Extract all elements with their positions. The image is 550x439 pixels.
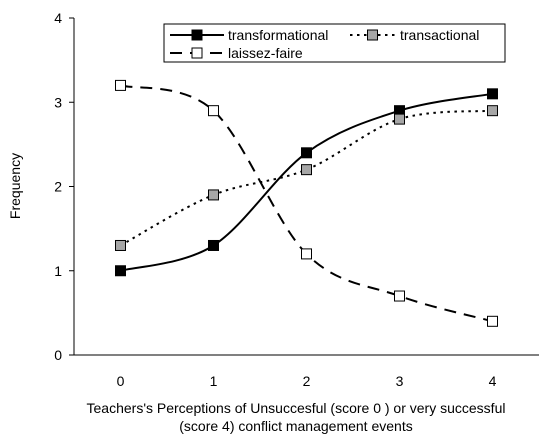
data-point-transactional xyxy=(394,113,405,125)
y-ticks: 0 1 2 3 4 xyxy=(54,10,74,363)
axes xyxy=(73,18,539,356)
data-point-transactional xyxy=(301,164,312,176)
legend-label-laissez-faire: laissez-faire xyxy=(228,45,303,61)
x-tick-label: 4 xyxy=(489,373,497,389)
y-tick-label: 0 xyxy=(54,347,62,363)
data-point-laissez-faire xyxy=(301,248,312,260)
series-markers xyxy=(115,79,498,327)
series-lines xyxy=(120,84,493,323)
series-line-laissez-faire xyxy=(120,84,493,323)
x-axis-label-line-2: (score 4) conflict management events xyxy=(179,418,412,434)
data-point-transformational xyxy=(115,265,126,277)
x-tick-label: 1 xyxy=(210,373,218,389)
data-point-laissez-faire xyxy=(208,105,219,117)
legend-marker-laissez-faire xyxy=(191,47,203,59)
legend-label-transactional: transactional xyxy=(400,27,479,43)
legend-box xyxy=(163,23,506,63)
series-line-transformational xyxy=(120,92,493,272)
legend-marker-transformational xyxy=(191,29,203,41)
legend: transformational transactional laissez-fai… xyxy=(163,23,506,63)
legend-label-transformational: transformational xyxy=(228,27,328,43)
y-axis-label: Frequency xyxy=(7,153,23,219)
data-point-transactional xyxy=(115,239,126,251)
y-tick-label: 4 xyxy=(54,10,62,26)
data-point-laissez-faire xyxy=(115,79,126,91)
y-tick-label: 2 xyxy=(54,179,62,195)
data-point-transactional xyxy=(208,189,219,201)
x-axis-label-line-1: Teachers's Perceptions of Unsuccesful (s… xyxy=(87,400,506,416)
series-line-transactional xyxy=(120,109,493,247)
data-point-laissez-faire xyxy=(487,315,498,327)
data-point-transformational xyxy=(208,239,219,251)
x-tick-label: 0 xyxy=(117,373,125,389)
legend-marker-transactional xyxy=(367,29,378,41)
y-tick-label: 1 xyxy=(54,263,62,279)
x-tick-label: 3 xyxy=(396,373,404,389)
y-tick-label: 3 xyxy=(54,94,62,110)
x-tick-label: 2 xyxy=(303,373,311,389)
x-ticks: 0 1 2 3 4 xyxy=(117,373,497,389)
data-point-transformational xyxy=(301,147,312,159)
data-point-transactional xyxy=(487,105,498,117)
data-point-laissez-faire xyxy=(394,290,405,302)
data-point-transformational xyxy=(487,88,498,100)
